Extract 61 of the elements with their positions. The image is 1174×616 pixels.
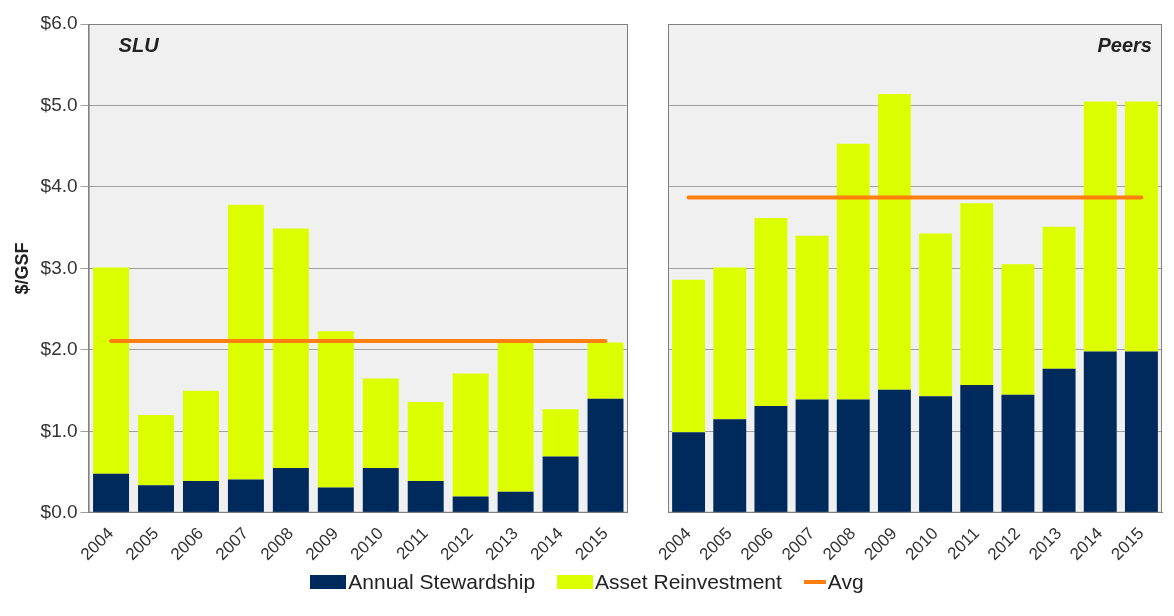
bar <box>587 398 624 513</box>
y-tick-label: $3.0 <box>40 256 78 278</box>
bar <box>138 415 174 486</box>
bar <box>452 496 489 513</box>
bar <box>919 233 953 397</box>
bar <box>587 342 624 399</box>
bar <box>1083 101 1117 352</box>
y-tick-label: $1.0 <box>40 419 78 441</box>
bar <box>407 481 444 513</box>
legend-label: Asset Reinvestment <box>595 570 782 594</box>
annotation: Peers <box>1097 33 1152 56</box>
bar <box>93 267 130 474</box>
bar <box>1124 351 1158 513</box>
bar <box>272 228 309 469</box>
bar <box>713 267 747 420</box>
bar <box>1042 368 1076 513</box>
bar <box>497 491 534 513</box>
bar <box>672 432 706 513</box>
bar <box>407 402 444 482</box>
bar <box>497 341 534 492</box>
y-tick-label: $5.0 <box>40 93 78 115</box>
bar <box>1042 226 1076 369</box>
bar <box>960 203 994 385</box>
bar <box>795 235 829 400</box>
bar <box>542 456 579 513</box>
bar <box>960 384 994 513</box>
bar <box>182 390 219 482</box>
bar <box>362 468 399 513</box>
bar <box>672 279 706 433</box>
bar <box>452 373 489 497</box>
bar <box>317 331 354 488</box>
bar <box>1124 101 1158 352</box>
bar <box>836 143 870 400</box>
bar <box>877 94 911 390</box>
bar <box>877 389 911 513</box>
bar <box>362 378 399 469</box>
annotation: SLU <box>118 33 160 56</box>
bar <box>919 396 953 513</box>
bar <box>272 468 309 513</box>
bar <box>754 217 788 407</box>
legend-label: Avg <box>827 570 864 594</box>
legend-label: Annual Stewardship <box>348 570 536 594</box>
bar <box>836 399 870 513</box>
y-tick-label: $0.0 <box>40 501 78 523</box>
y-tick-label: $2.0 <box>40 338 78 360</box>
bar <box>227 204 264 480</box>
bar <box>542 409 579 457</box>
y-axis-title: $/GSF <box>11 242 32 295</box>
bar <box>754 406 788 513</box>
bar <box>138 485 174 513</box>
y-tick-label: $6.0 <box>40 12 78 34</box>
y-tick-label: $4.0 <box>40 175 78 197</box>
bar <box>1001 394 1035 513</box>
bar <box>795 399 829 513</box>
bar <box>227 479 264 513</box>
bar <box>317 487 354 513</box>
bar <box>93 473 130 513</box>
bar <box>182 481 219 513</box>
bar <box>713 419 747 513</box>
bar <box>1001 264 1035 395</box>
bar <box>1083 351 1117 513</box>
